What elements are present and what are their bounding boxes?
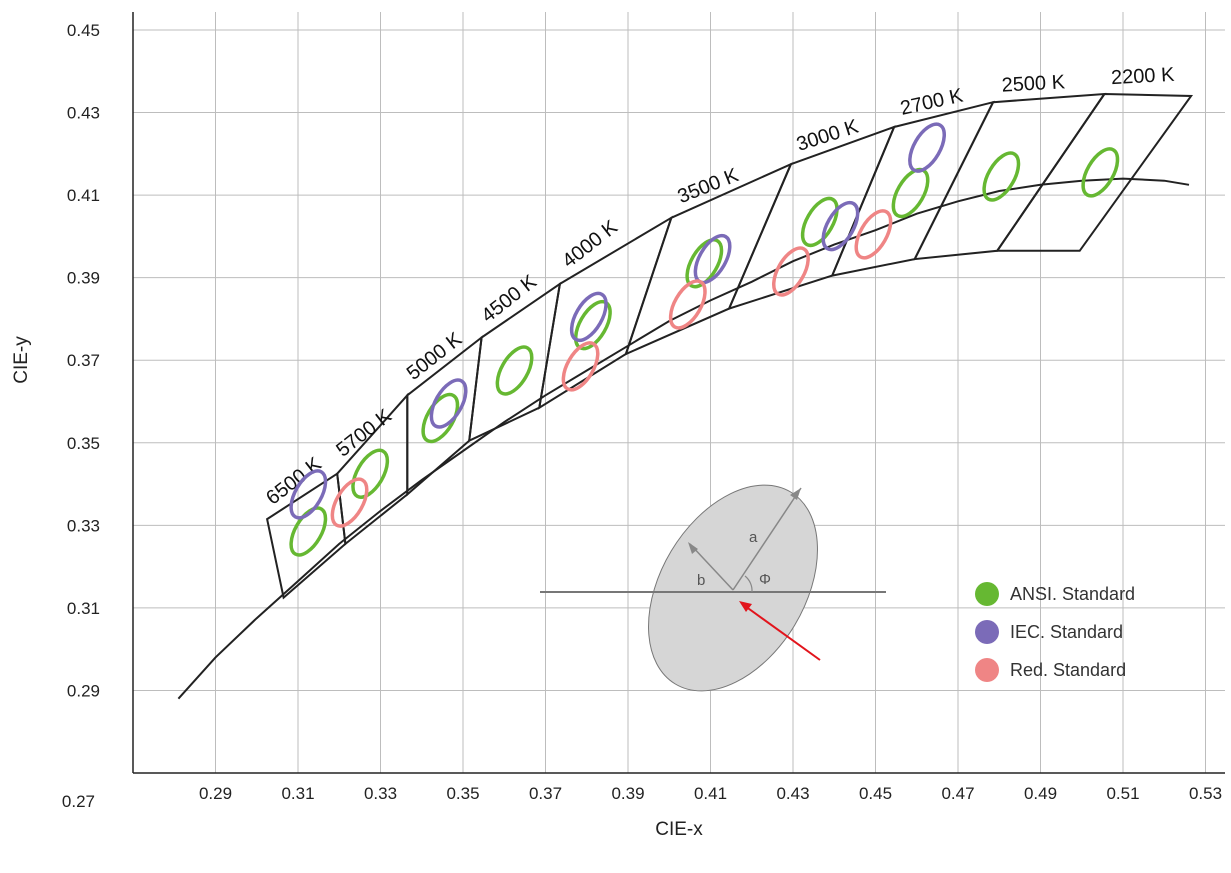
cct-quadrangle-2200k [995,92,1194,252]
x-tick-label-0.41: 0.41 [694,784,727,803]
ellipse-iec-5 [821,200,860,252]
y-tick-label-0.37: 0.37 [67,351,100,370]
planckian-locus [177,177,1190,700]
inset-b-arrowhead [688,542,698,554]
x-tick-label-0.31: 0.31 [281,784,314,803]
x-tick-label-0.45: 0.45 [859,784,892,803]
planckian-locus-curve [177,177,1190,700]
ellipse-ansi-3 [421,392,460,444]
macadam-ellipses [289,122,1120,557]
ellipse-iec-1 [289,469,328,520]
ellipse-red-5 [854,209,893,260]
x-tick-labels: 0.29 0.31 0.33 0.35 0.37 0.39 0.41 0.43 0.45 0.47… [199,784,1222,803]
y-tick-label-0.27: 0.27 [62,792,95,811]
ellipse-ansi-1 [289,506,328,557]
cct-quadrangles [265,92,1194,600]
inset-a-arrowhead [790,488,801,500]
ellipse-red-4 [771,246,810,297]
x-tick-label-0.47: 0.47 [941,784,974,803]
ellipse-ansi-8 [891,167,930,219]
legend-label-ansi: ANSI. Standard [1010,584,1135,604]
y-tick-label-0.31: 0.31 [67,599,100,618]
y-tick-label-0.43: 0.43 [67,104,100,123]
ellipse-iec-2 [429,378,468,429]
legend-marker-red [975,658,999,682]
y-tick-label-0.35: 0.35 [67,434,100,453]
y-tick-label-0.45: 0.45 [67,21,100,40]
ellipse-ansi-6 [685,238,724,289]
ellipse-ansi-10 [1081,147,1120,198]
ellipse-red-2 [561,341,600,392]
x-tick-label-0.35: 0.35 [446,784,479,803]
x-tick-label-0.51: 0.51 [1106,784,1139,803]
x-tick-label-0.39: 0.39 [611,784,644,803]
legend-marker-ansi [975,582,999,606]
legend-marker-iec [975,620,999,644]
x-tick-label-0.29: 0.29 [199,784,232,803]
y-tick-label-0.41: 0.41 [67,186,100,205]
ellipse-ansi-9 [982,151,1021,202]
y-tick-label-0.29: 0.29 [67,681,100,700]
y-tick-label-0.39: 0.39 [67,269,100,288]
cct-label-2500k: 2500 K [1001,71,1066,96]
ellipse-iec-6 [908,122,946,173]
y-tick-label-0.33: 0.33 [67,516,100,535]
x-axis-title: CIE-x [655,819,703,840]
ellipse-ansi-2 [351,448,390,499]
y-tick-labels: 0.45 0.43 0.41 0.39 0.37 0.35 0.33 0.31 0.29 0.27 [62,21,100,811]
y-axis-title: CIE-y [11,336,32,384]
ellipse-red-3 [668,279,707,330]
red-pointer-arrow [744,605,821,661]
inset-label-a: a [749,529,758,546]
legend-label-red: Red. Standard [1010,660,1126,680]
inset-a-axis [732,487,802,591]
inset-ellipse [648,484,818,692]
cct-label-4000k: 4000 K [558,216,622,273]
ellipse-ansi-4 [495,345,534,396]
x-tick-label-0.49: 0.49 [1024,784,1057,803]
inset-label-phi: Φ [759,571,771,588]
ellipse-red-1 [330,477,369,528]
ellipse-ansi-7 [800,196,839,248]
axes [132,12,1225,774]
legend: ANSI. Standard IEC. Standard Red. Standard [975,582,1135,682]
cct-label-2200k: 2200 K [1110,64,1175,89]
x-tick-label-0.43: 0.43 [776,784,809,803]
x-tick-label-0.53: 0.53 [1189,784,1222,803]
legend-label-iec: IEC. Standard [1010,622,1123,642]
x-tick-label-0.33: 0.33 [364,784,397,803]
inset-phi-arc [744,575,753,593]
cct-label-2700k: 2700 K [898,84,965,119]
x-tick-label-0.37: 0.37 [529,784,562,803]
grid-lines [133,12,1225,773]
inset-label-b: b [697,572,705,589]
red-pointer-arrowhead [739,601,752,612]
inset-b-axis [689,543,734,591]
ellipse-iec-3 [569,291,608,343]
ellipse-parameter-inset: a b Φ [540,484,886,692]
